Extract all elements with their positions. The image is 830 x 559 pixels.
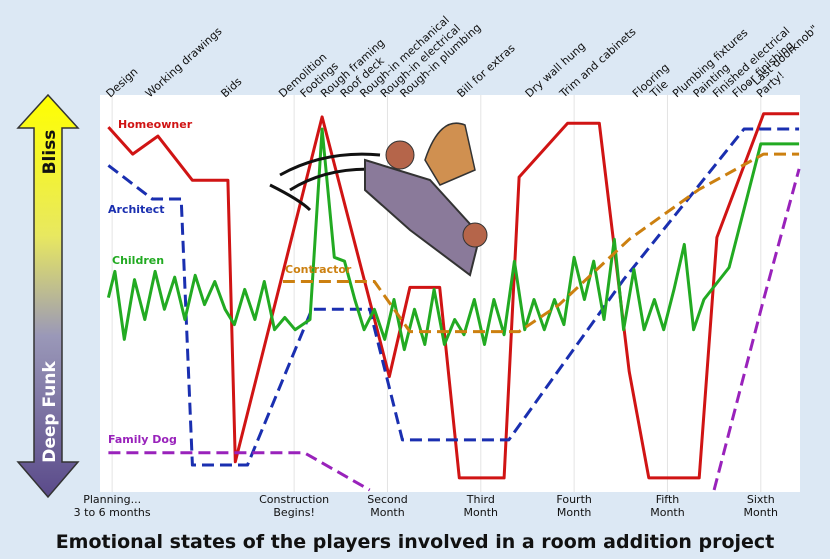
series-line [106,127,800,352]
flying-carpet-illustration [269,122,488,277]
series-line [282,152,800,334]
x-tick-label: Fourth Month [556,493,591,519]
series-line [107,112,800,480]
x-tick-label: Construction Begins! [259,493,329,519]
x-tick-label: Sixth Month [744,493,779,519]
series-label: Architect [108,203,165,216]
series-label: Contractor [285,263,352,276]
milestone-label: Working drawings [143,25,225,101]
milestone-label: Bill for extras [455,41,518,100]
series-label: Family Dog [108,433,177,446]
y-low-label: Deep Funk [40,361,60,463]
series-line [107,127,800,467]
series-line [108,168,801,492]
chart-title: Emotional states of the players involved… [56,531,775,553]
series-label: Homeowner [118,118,193,131]
milestone-label: Design [104,65,141,100]
milestone-label: Dry wall hung [523,40,588,101]
y-arrow [16,93,80,499]
x-tick-label: Second Month [367,493,407,519]
x-tick-label: Fifth Month [650,493,685,519]
y-high-label: Bliss [40,130,60,175]
x-tick-label: Third Month [464,493,499,519]
series-label: Children [112,254,164,267]
x-tick-label: Planning... 3 to 6 months [74,493,151,519]
